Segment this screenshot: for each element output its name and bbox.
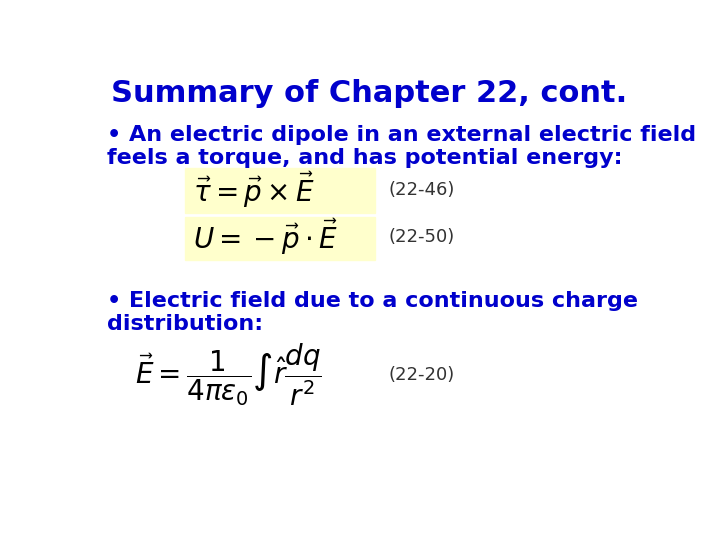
Text: feels a torque, and has potential energy:: feels a torque, and has potential energy… (107, 148, 622, 168)
Text: $\vec{\tau} = \vec{p} \times \vec{E}$: $\vec{\tau} = \vec{p} \times \vec{E}$ (193, 170, 315, 210)
Text: distribution:: distribution: (107, 314, 263, 334)
Text: (22-50): (22-50) (389, 228, 455, 246)
Text: $\vec{E} = \dfrac{1}{4\pi\varepsilon_0} \int \hat{r}\dfrac{dq}{r^2}$: $\vec{E} = \dfrac{1}{4\pi\varepsilon_0} … (135, 341, 321, 408)
Text: Summary of Chapter 22, cont.: Summary of Chapter 22, cont. (111, 79, 627, 109)
FancyBboxPatch shape (185, 167, 374, 213)
FancyBboxPatch shape (185, 217, 374, 260)
Text: $U = -\vec{p} \cdot \vec{E}$: $U = -\vec{p} \cdot \vec{E}$ (193, 217, 338, 258)
Text: • An electric dipole in an external electric field: • An electric dipole in an external elec… (107, 125, 696, 145)
Text: (22-20): (22-20) (389, 366, 455, 383)
Text: (22-46): (22-46) (389, 180, 455, 199)
Text: • Electric field due to a continuous charge: • Electric field due to a continuous cha… (107, 292, 638, 312)
